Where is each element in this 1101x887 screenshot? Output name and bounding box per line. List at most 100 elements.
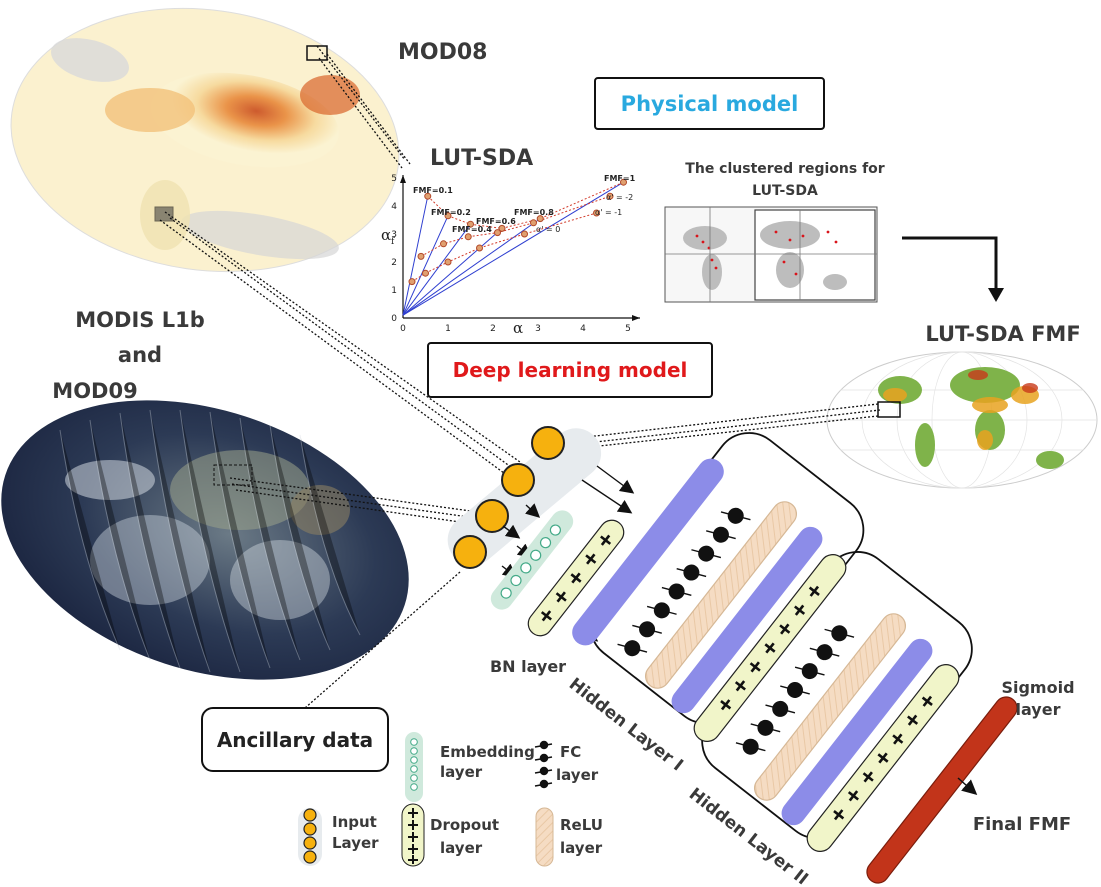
input-node (453, 535, 487, 569)
lut-y-axis-subscript: f (391, 237, 395, 247)
dropout-layer-bar (693, 554, 847, 742)
embedding-layer-bar (490, 510, 574, 610)
fc-node (639, 621, 656, 638)
fc-layer-row (617, 507, 751, 657)
clustered-title-line1: The clustered regions for (685, 161, 884, 177)
modis-earth-globe (1, 400, 409, 680)
lut-point (422, 269, 429, 277)
x-tick-label: 4 (580, 324, 586, 334)
clustered-regions-map (664, 206, 878, 303)
legend-fc-label-2: layer (556, 766, 599, 784)
lut-point (536, 215, 544, 223)
alpha-c-label: α' = -2 (606, 193, 633, 202)
bn-layer-bar (781, 638, 933, 826)
fc-node (653, 602, 670, 619)
lut-point (464, 233, 472, 241)
lut-point (530, 219, 537, 227)
fc-layer-row (735, 625, 855, 755)
modis-label-line3: MOD09 (52, 379, 137, 403)
lut-point (606, 192, 614, 200)
final-fmf-label: Final FMF (973, 814, 1071, 835)
legend-fc-label-1: FC (560, 743, 581, 761)
sigmoid-label-line1: Sigmoid (1001, 678, 1074, 697)
x-tick-label: 1 (445, 324, 451, 334)
legend-fc-icon (534, 740, 553, 789)
ancillary-data-box: Ancillary data (201, 707, 389, 772)
fc-node (712, 526, 729, 543)
fc-node (742, 738, 759, 755)
y-tick-label: 4 (391, 202, 397, 212)
embedding-node (510, 574, 522, 587)
fc-node (757, 719, 774, 736)
embedding-node (530, 549, 542, 561)
lut-point (521, 230, 528, 238)
legend-input-label-1: Input (332, 813, 377, 831)
physical-model-label: Physical model (620, 91, 799, 116)
clustered-title-line2: LUT-SDA (752, 183, 818, 199)
fmf-label: FMF=0.2 (431, 208, 471, 217)
x-tick-label: 3 (535, 324, 541, 334)
fc-node (698, 545, 715, 562)
embedding-node (520, 562, 532, 574)
deep-learning-box: Deep learning model (427, 342, 713, 398)
lut-point (494, 229, 501, 237)
y-tick-label: 3 (391, 230, 397, 240)
modis-label-line1: MODIS L1b (75, 308, 204, 332)
x-tick-label: 2 (490, 324, 496, 334)
y-tick-label: 2 (391, 258, 397, 268)
lut-point (620, 178, 627, 186)
y-tick-label: 5 (391, 174, 397, 184)
x-tick-label: 5 (625, 324, 631, 334)
fc-node (683, 564, 700, 581)
fmf-line (402, 218, 541, 316)
lut-x-axis-label: α (513, 319, 523, 337)
embedding-node (500, 587, 512, 599)
ancillary-data-label: Ancillary data (216, 727, 374, 752)
fc-node (772, 700, 789, 717)
legend-icons (298, 732, 554, 867)
alpha-c-label: α' = -1 (595, 208, 622, 217)
legend-dropout-label-2: layer (440, 839, 483, 857)
lut-point (424, 192, 432, 200)
fmf-label: FMF=1 (604, 174, 636, 183)
lut-point (444, 212, 452, 220)
legend-relu-label-2: layer (560, 839, 603, 857)
lut-point (417, 252, 425, 260)
fmf-line (402, 181, 624, 316)
lut-y-axis-label: α (381, 226, 391, 244)
relu-layer-bar (753, 613, 907, 801)
fmf-line (402, 196, 429, 316)
input-node (531, 426, 565, 460)
input-node (501, 463, 535, 497)
legend-input-label-2: Layer (332, 834, 379, 852)
embedding-node (539, 537, 552, 549)
deep-learning-label: Deep learning model (452, 358, 688, 382)
fmf-label: FMF=0.1 (413, 186, 453, 195)
fc-node (727, 507, 744, 524)
embedding-node (549, 524, 561, 536)
y-tick-label: 1 (391, 286, 397, 296)
dotted-connectors (159, 45, 881, 709)
earth-highlight-box (213, 464, 253, 486)
input-layer-group (447, 426, 602, 569)
fmf-highlight-box (877, 401, 901, 418)
fc-node (668, 583, 685, 600)
sigmoid-layer-bar (866, 696, 1018, 884)
lut-point (476, 244, 483, 252)
alpha-c-label: α' = 0 (536, 225, 560, 234)
alpha-c-curve (427, 181, 624, 229)
legend-relu-label-1: ReLU (560, 816, 603, 834)
bn-layer-bar (572, 458, 724, 646)
legend-relu-icon (535, 807, 554, 867)
mod08-label: MOD08 (398, 40, 487, 65)
lut-sda-fmf-label: LUT-SDA FMF (925, 322, 1080, 346)
lut-point (440, 240, 447, 248)
legend-input-icon (303, 808, 317, 822)
fmf-line (402, 215, 449, 316)
lut-sda-label: LUT-SDA (430, 146, 533, 171)
fmf-label: FMF=0.8 (514, 208, 554, 217)
legend-embedding-label-2: layer (440, 763, 483, 781)
fc-node (801, 663, 818, 680)
physical-model-box: Physical model (594, 77, 825, 130)
